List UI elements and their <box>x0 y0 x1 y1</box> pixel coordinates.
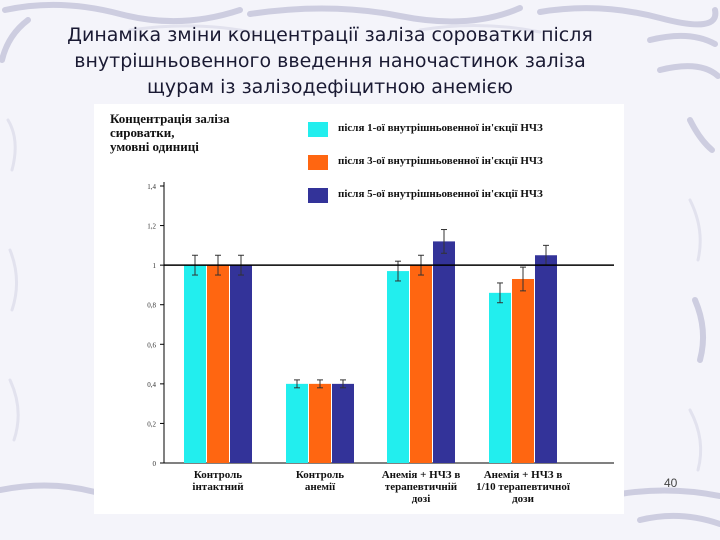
bar <box>230 265 252 463</box>
bar <box>332 383 354 463</box>
legend-label-series-3: після 5-ої внутрішньовенної ін'єкції НЧЗ <box>338 188 543 200</box>
x-category-label: дозі <box>412 493 431 505</box>
x-category-label: Анемія + НЧЗ в <box>484 469 563 481</box>
x-category-label: Анемія + НЧЗ в <box>382 469 461 481</box>
legend-swatch-series-3 <box>308 188 328 203</box>
x-category-label: 1/10 терапевтичної <box>476 481 571 493</box>
bar-chart: 00,20,40,60,811,21,4КонтрольінтактнийКон… <box>147 182 614 505</box>
bar <box>309 383 331 463</box>
y-tick-label: 0,4 <box>147 381 156 389</box>
chart-panel: Концентрація заліза сироватки, умовні од… <box>94 104 624 514</box>
bar <box>207 265 229 463</box>
y-tick-label: 0,8 <box>147 302 156 310</box>
bar <box>286 383 308 463</box>
y-axis-label-line: сироватки, <box>110 125 175 140</box>
slide-title: Динаміка зміни концентрації заліза соров… <box>0 22 660 100</box>
legend-swatch-series-1 <box>308 122 328 137</box>
y-axis-label-line: умовні одиниці <box>110 139 199 154</box>
y-tick-label: 1 <box>153 262 157 270</box>
bar <box>433 241 455 463</box>
legend-item: після 1-ої внутрішньовенної ін'єкції НЧЗ <box>308 122 618 142</box>
x-category-label: терапевтичній <box>385 481 458 493</box>
bar <box>489 292 511 463</box>
x-category-label: дози <box>512 493 534 505</box>
x-category-label: інтактний <box>192 481 244 493</box>
bar <box>535 255 557 463</box>
y-tick-label: 1,2 <box>147 223 156 231</box>
y-tick-label: 0 <box>153 460 157 468</box>
y-tick-label: 0,6 <box>147 341 156 349</box>
legend-item: після 3-ої внутрішньовенної ін'єкції НЧЗ <box>308 155 618 175</box>
legend-swatch-series-2 <box>308 155 328 170</box>
y-axis-label: Концентрація заліза сироватки, умовні од… <box>110 112 280 154</box>
slide-title-line: внутрішньовенного введення наночастинок … <box>74 50 586 72</box>
slide-title-line: щурам із залізодефіцитною анемією <box>146 76 514 98</box>
bar <box>184 265 206 463</box>
bar <box>410 265 432 463</box>
slide-title-line: Динаміка зміни концентрації заліза соров… <box>67 24 593 46</box>
legend-label-series-2: після 3-ої внутрішньовенної ін'єкції НЧЗ <box>338 155 543 167</box>
x-category-label: анемії <box>305 481 336 493</box>
bar <box>387 271 409 463</box>
x-category-label: Контроль <box>194 469 242 481</box>
x-category-label: Контроль <box>296 469 344 481</box>
page-number: 40 <box>664 476 678 490</box>
bar <box>512 278 534 463</box>
y-tick-label: 1,4 <box>147 183 156 191</box>
y-tick-label: 0,2 <box>147 420 156 428</box>
legend-item: після 5-ої внутрішньовенної ін'єкції НЧЗ <box>308 188 618 208</box>
y-axis-label-line: Концентрація заліза <box>110 111 230 126</box>
legend-label-series-1: після 1-ої внутрішньовенної ін'єкції НЧЗ <box>338 122 543 134</box>
